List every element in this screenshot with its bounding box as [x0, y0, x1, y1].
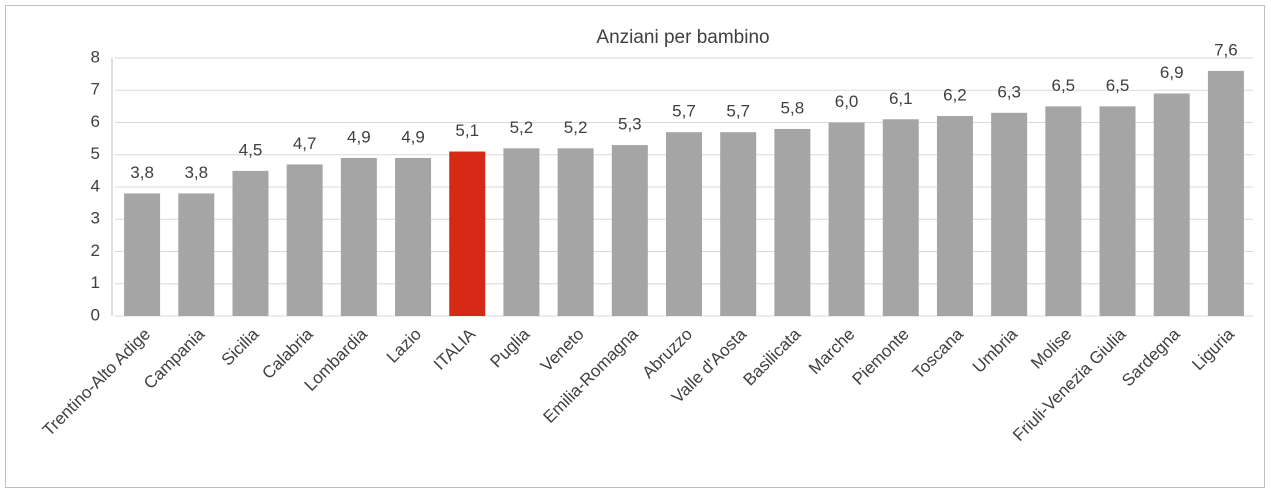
bar: [449, 151, 486, 316]
bar: [286, 164, 323, 316]
bar: [232, 170, 269, 316]
data-label: 5,8: [781, 98, 805, 117]
data-label: 4,9: [347, 127, 371, 146]
bar: [503, 148, 540, 316]
bar: [774, 128, 811, 316]
bar: [991, 112, 1028, 316]
data-label: 6,5: [1106, 76, 1130, 95]
y-tick-label: 1: [91, 273, 100, 292]
chart-title: Anziani per bambino: [596, 27, 769, 48]
bar: [340, 157, 377, 316]
bar: [1099, 106, 1136, 316]
data-label: 6,5: [1052, 76, 1076, 95]
data-label: 3,8: [130, 163, 154, 182]
data-label: 3,8: [184, 163, 208, 182]
data-label: 6,9: [1160, 63, 1184, 82]
data-label: 5,3: [618, 115, 642, 134]
data-label: 6,0: [835, 92, 859, 111]
y-tick-label: 4: [91, 176, 100, 195]
data-label: 5,2: [510, 118, 534, 137]
data-label: 7,6: [1214, 40, 1238, 59]
bar: [395, 157, 432, 316]
y-tick-label: 6: [91, 112, 100, 131]
data-label: 6,1: [889, 89, 913, 108]
bar: [828, 122, 865, 316]
y-tick-label: 3: [91, 209, 100, 228]
bar: [1045, 106, 1082, 316]
bar: [178, 193, 215, 316]
bar: [1153, 93, 1190, 316]
bar: [666, 132, 702, 316]
data-label: 4,7: [293, 134, 317, 153]
y-tick-label: 7: [91, 80, 100, 99]
data-label: 5,2: [564, 118, 588, 137]
data-label: 5,7: [726, 102, 750, 121]
bar: [882, 119, 919, 317]
data-label: 5,1: [455, 121, 479, 140]
data-label: 6,3: [997, 82, 1021, 101]
bar: [557, 148, 594, 316]
y-tick-label: 8: [91, 47, 100, 66]
y-tick-label: 2: [91, 241, 100, 260]
data-label: 6,2: [943, 86, 967, 105]
bar: [720, 132, 757, 316]
bar: [936, 116, 973, 316]
y-tick-label: 5: [91, 144, 100, 163]
bar: [124, 193, 161, 316]
data-label: 4,5: [239, 140, 263, 159]
data-label: 5,7: [672, 102, 696, 121]
y-tick-label: 0: [91, 305, 100, 324]
bar: [1207, 70, 1244, 317]
data-label: 4,9: [401, 127, 425, 146]
bar: [611, 145, 648, 316]
